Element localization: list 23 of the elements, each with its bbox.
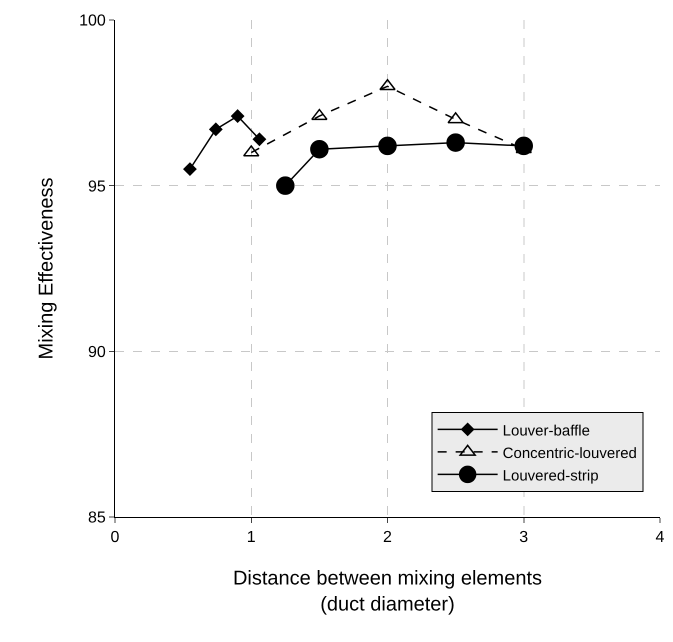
x-tick-label: 0 [110,529,120,546]
y-tick-label: 85 [88,510,106,527]
x-tick-label: 1 [246,529,256,546]
y-tick-label: 95 [88,178,106,196]
y-tick-label: 100 [79,12,106,30]
x-tick-label: 3 [519,529,528,546]
x-tick-label: 4 [656,529,665,546]
legend-label: Concentric-louvered [502,444,637,462]
point [310,140,329,158]
point [183,162,197,176]
point [446,133,465,152]
legend-label: Louvered-strip [502,467,599,484]
y-tick-label: 90 [88,344,106,361]
y-axis-title: Mixing Effectiveness [36,178,58,360]
point [252,132,266,146]
point [378,136,397,156]
point [231,109,244,123]
point [276,176,295,195]
x-tick-label: 2 [383,529,392,546]
legend-label: Louver-baffle [502,422,590,440]
point [209,122,222,136]
x-axis-title: Distance between mixing elements (duct diameter) [232,568,542,616]
point [311,108,328,120]
